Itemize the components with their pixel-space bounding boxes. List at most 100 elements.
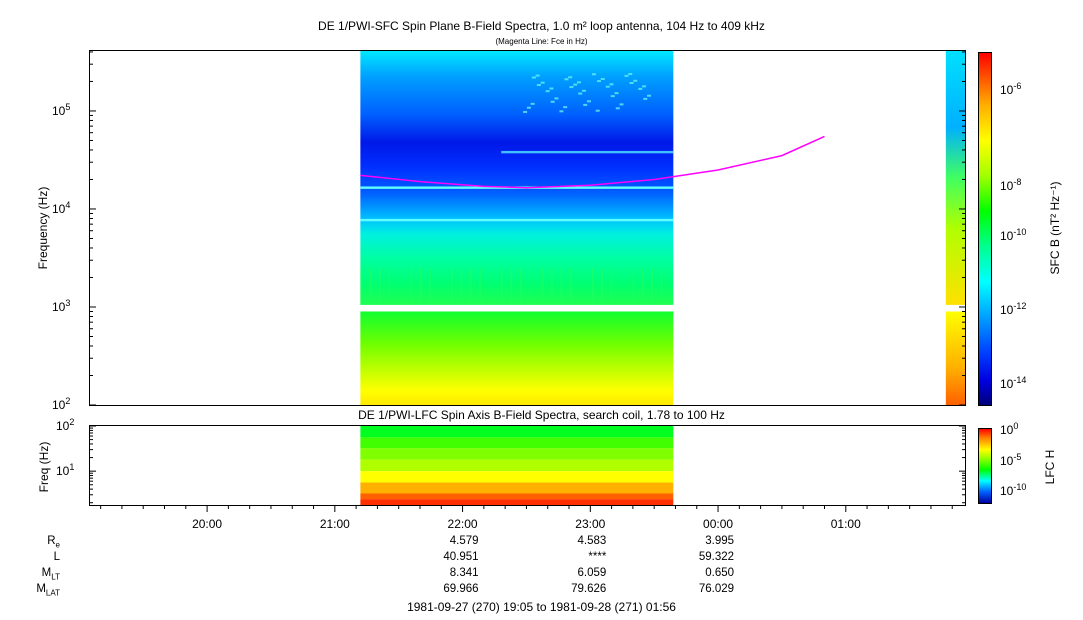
sfc-y-tick-label: 102 xyxy=(52,396,71,412)
sfc-streak xyxy=(551,267,553,305)
sfc-streak xyxy=(570,267,572,305)
sfc-streak xyxy=(660,267,663,305)
x-tick-label: 00:00 xyxy=(703,517,734,531)
sfc-colorbar-tick-label: 10-8 xyxy=(1000,177,1022,193)
sfc-streak xyxy=(651,267,653,305)
sfc-emission-speck xyxy=(647,94,652,97)
ephemeris-value: 40.951 xyxy=(443,551,479,563)
sfc-emission-speck xyxy=(624,74,629,77)
ephemeris-value: 0.650 xyxy=(705,567,735,579)
ephemeris-value: **** xyxy=(588,551,607,563)
lfc-spectral-band xyxy=(360,493,674,500)
sfc-emission-speck xyxy=(573,83,578,86)
lfc-spectral-band xyxy=(360,448,674,460)
lfc-spectral-band xyxy=(360,482,674,494)
sfc-colorbar xyxy=(978,52,992,406)
ephemeris-value: 69.966 xyxy=(443,583,479,595)
lfc-y-axis-label: Freq (Hz) xyxy=(37,441,51,493)
sfc-emission-speck xyxy=(581,89,586,92)
sfc-streak xyxy=(591,267,594,305)
sfc-emission-speck xyxy=(540,81,545,84)
ephemeris-row-label: MLAT xyxy=(36,583,60,598)
sfc-emission-speck xyxy=(614,92,619,95)
sfc-emission-speck xyxy=(633,79,638,82)
ephemeris-value: 76.029 xyxy=(698,583,735,595)
sfc-streak xyxy=(510,267,513,305)
sfc-emission-speck xyxy=(610,95,615,98)
sfc-streak xyxy=(379,267,381,305)
sfc-y-axis-label: Frequency (Hz) xyxy=(36,186,50,270)
sfc-emission-speck xyxy=(583,103,588,106)
sfc-emission-speck xyxy=(638,87,643,90)
ephemeris-row-label: Re xyxy=(47,535,60,550)
lfc-spectral-band xyxy=(360,459,674,472)
lfc-colorbar xyxy=(978,428,992,504)
sfc-streak xyxy=(469,267,472,305)
lfc-spectrogram xyxy=(90,426,965,505)
sfc-emission-speck xyxy=(596,80,601,83)
lfc-spectral-band xyxy=(360,499,674,505)
sfc-emission-speck xyxy=(643,97,648,100)
sfc-colorbar-tick-label: 10-10 xyxy=(1000,227,1027,243)
sfc-y-tick-label: 104 xyxy=(52,199,71,216)
sfc-emission-speck xyxy=(569,86,574,89)
x-axis-ticks xyxy=(100,505,953,512)
sfc-streak xyxy=(541,267,544,305)
sfc-right-low-band xyxy=(945,311,965,405)
top-panel-title: DE 1/PWI-SFC Spin Plane B-Field Spectra,… xyxy=(318,19,765,33)
sfc-emission-speck xyxy=(568,76,573,79)
sfc-streak xyxy=(360,267,362,305)
sfc-emission-speck xyxy=(595,109,600,112)
sfc-emission-speck xyxy=(526,106,531,109)
sfc-emission-speck xyxy=(550,100,555,103)
sfc-spectrogram-panel xyxy=(89,50,966,406)
sfc-streak xyxy=(560,267,563,305)
sfc-colorbar-tick-label: 10-6 xyxy=(1000,81,1022,97)
ephemeris-row-label: MLT xyxy=(41,567,60,582)
sfc-band-line xyxy=(360,218,674,222)
sfc-emission-speck xyxy=(615,107,620,110)
ephemeris-value: 3.995 xyxy=(705,535,735,547)
sfc-emission-speck xyxy=(629,81,634,84)
lfc-spectrogram-panel xyxy=(89,425,966,506)
sfc-streak xyxy=(460,267,463,305)
sfc-streak xyxy=(642,267,644,305)
ephemeris-value: 4.579 xyxy=(449,535,479,547)
sfc-streak xyxy=(501,267,503,305)
x-tick-label: 23:00 xyxy=(575,517,606,531)
sfc-emission-speck xyxy=(535,74,540,77)
lfc-colorbar-tick-label: 100 xyxy=(1000,421,1019,437)
lfc-y-tick-label: 102 xyxy=(56,417,75,433)
ephemeris-value: 6.059 xyxy=(577,567,607,579)
sfc-emission-speck xyxy=(600,77,605,80)
time-range-footer: 1981-09-27 (270) 19:05 to 1981-09-28 (27… xyxy=(407,600,676,614)
sfc-streak xyxy=(429,267,431,305)
sfc-streak xyxy=(388,267,391,305)
top-panel-subtitle: (Magenta Line: Fce in Hz) xyxy=(495,37,588,46)
sfc-streak xyxy=(519,267,522,305)
sfc-emission-speck xyxy=(523,110,528,113)
sfc-y-tick-label: 105 xyxy=(52,101,71,118)
sfc-emission-speck xyxy=(586,100,591,103)
sfc-emission-speck xyxy=(628,72,633,75)
sfc-colorbar-label: SFC B (nT² Hz⁻¹) xyxy=(1048,181,1062,275)
bottom-panel-title: DE 1/PWI-LFC Spin Axis B-Field Spectra, … xyxy=(358,408,725,422)
lfc-colorbar-tick-label: 10-10 xyxy=(1000,482,1027,498)
sfc-main-low-band xyxy=(360,311,674,405)
lfc-spectral-band xyxy=(360,437,674,449)
sfc-colorbar-tick-label: 10-12 xyxy=(1000,301,1027,317)
x-tick-label: 22:00 xyxy=(447,517,478,531)
sfc-emission-speck xyxy=(549,87,554,90)
sfc-y-tick-label: 103 xyxy=(52,297,71,314)
sfc-emission-speck xyxy=(554,97,559,100)
sfc-spectrogram xyxy=(90,51,965,405)
sfc-emission-speck xyxy=(605,85,610,88)
sfc-emission-speck xyxy=(536,83,541,86)
lfc-colorbar-label: LFC H xyxy=(1043,449,1057,485)
ephemeris-value: 59.322 xyxy=(698,551,735,563)
sfc-streak xyxy=(601,267,603,305)
x-tick-label: 01:00 xyxy=(830,517,861,531)
sfc-emission-speck xyxy=(545,90,550,93)
sfc-right-high-band xyxy=(945,51,965,305)
sfc-emission-speck xyxy=(578,92,583,95)
